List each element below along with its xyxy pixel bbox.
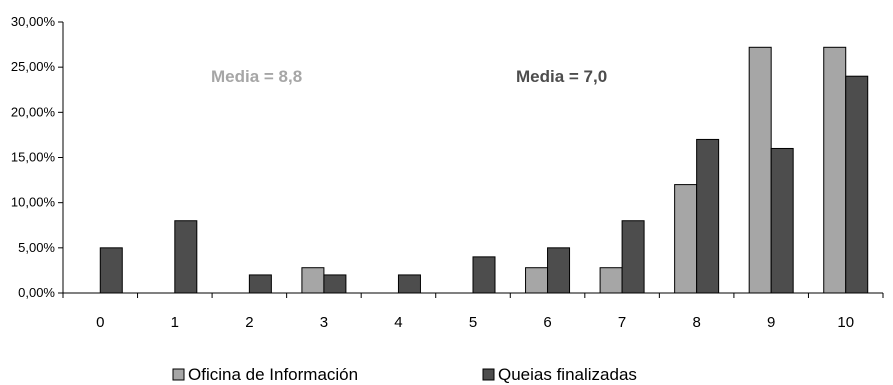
legend-label-oficina: Oficina de Información xyxy=(188,365,358,384)
x-tick-label: 10 xyxy=(837,314,854,331)
bar-oficina-3 xyxy=(301,267,325,294)
x-tick-label: 4 xyxy=(394,314,402,331)
y-tick-label: 20,00% xyxy=(11,104,56,119)
y-tick-label: 30,00% xyxy=(11,14,56,29)
bar-queias-4 xyxy=(397,274,421,294)
y-tick-label: 10,00% xyxy=(11,195,56,210)
x-tick-label: 8 xyxy=(692,314,700,331)
annotation-mean-queias: Media = 7,0 xyxy=(516,67,607,86)
bar-oficina-7 xyxy=(599,267,623,294)
bar-queias-5 xyxy=(472,256,496,294)
legend: Oficina de Información Queias finalizada… xyxy=(172,365,637,384)
legend-label-queias: Queias finalizadas xyxy=(498,365,637,384)
bar-queias-0 xyxy=(99,247,123,294)
bar-queias-8 xyxy=(696,138,720,294)
bar-queias-3 xyxy=(323,274,347,294)
bar-queias-7 xyxy=(621,220,645,294)
y-tick-label: 0,00% xyxy=(18,285,55,300)
legend-item-queias: Queias finalizadas xyxy=(482,365,637,384)
x-tick-label: 5 xyxy=(469,314,477,331)
bar-oficina-10 xyxy=(823,46,847,294)
legend-item-oficina: Oficina de Información xyxy=(172,365,358,384)
y-tick-label: 25,00% xyxy=(11,59,56,74)
y-tick-label: 15,00% xyxy=(11,150,56,165)
bar-queias-6 xyxy=(547,247,571,294)
y-axis: 0,00% 5,00% 10,00% 15,00% 20,00% 25,00% 30,00% xyxy=(11,14,64,300)
legend-swatch-queias xyxy=(482,368,495,381)
x-tick-label: 2 xyxy=(245,314,253,331)
bar-queias-2 xyxy=(248,274,272,294)
x-tick-label: 3 xyxy=(320,314,328,331)
x-tick-label: 7 xyxy=(618,314,626,331)
x-tick-label: 6 xyxy=(543,314,551,331)
y-tick-label: 5,00% xyxy=(18,240,55,255)
bar-queias-10 xyxy=(845,75,869,294)
legend-swatch-oficina xyxy=(172,368,185,381)
bars xyxy=(99,46,869,294)
x-tick-label: 0 xyxy=(96,314,104,331)
annotation-mean-oficina: Media = 8,8 xyxy=(211,67,302,86)
bar-queias-9 xyxy=(770,147,794,294)
bar-oficina-6 xyxy=(525,267,549,294)
x-axis: 0 1 2 3 4 5 6 7 8 9 10 xyxy=(62,292,884,331)
bar-oficina-9 xyxy=(748,46,772,294)
x-tick-label: 9 xyxy=(767,314,775,331)
bar-queias-1 xyxy=(174,220,198,294)
x-tick-label: 1 xyxy=(171,314,179,331)
bar-oficina-8 xyxy=(674,184,698,294)
